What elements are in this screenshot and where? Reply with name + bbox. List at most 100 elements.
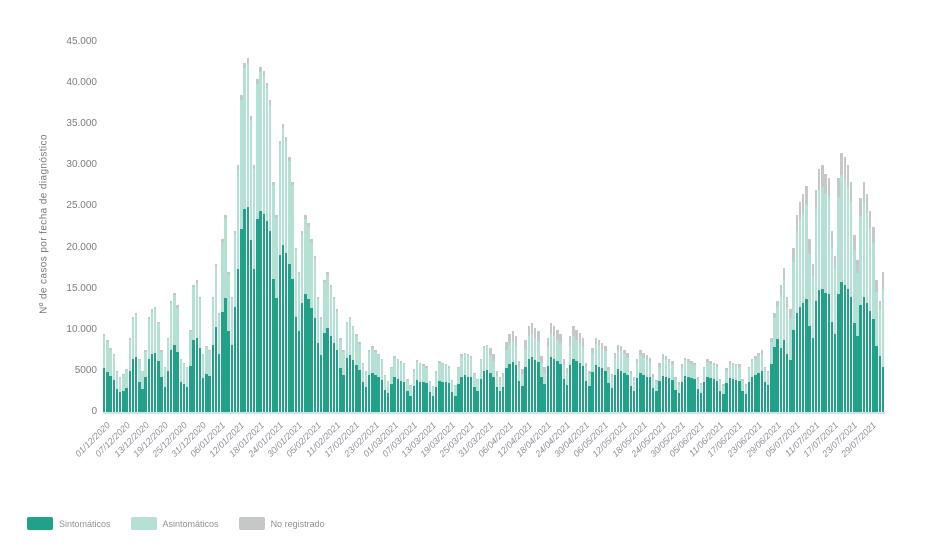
bar-day-85 [374, 350, 377, 412]
bar-day-49 [259, 66, 262, 412]
bar-segment-sintomáticos [683, 375, 687, 412]
bar-segment-sintomáticos [431, 395, 435, 412]
bar-segment-sintomáticos [779, 347, 783, 412]
bar-segment-no-registrado [584, 362, 588, 367]
bar-day-183 [687, 359, 690, 412]
bar-segment-no-registrado [351, 325, 355, 328]
bar-segment-asintomáticos [849, 201, 853, 297]
bar-segment-asintomáticos [367, 351, 371, 375]
bar-day-98 [415, 360, 419, 412]
bar-segment-sintomáticos [268, 231, 272, 412]
bar-segment-no-registrado [208, 350, 211, 352]
bar-segment-no-registrado [383, 375, 387, 376]
bar-segment-no-registrado [715, 364, 719, 367]
bar-day-212 [779, 284, 783, 412]
bar-segment-no-registrado [811, 264, 814, 277]
bar-day-2 [109, 347, 112, 412]
bar-segment-no-registrado [827, 177, 830, 198]
bar-segment-sintomáticos [645, 376, 649, 412]
bar-segment-asintomáticos [543, 372, 546, 385]
bar-day-107 [444, 364, 447, 412]
bar-segment-asintomáticos [840, 175, 843, 283]
bar-segment-no-registrado [492, 354, 495, 362]
bar-segment-asintomáticos [770, 342, 773, 364]
bar-segment-no-registrado [607, 366, 610, 371]
bar-segment-no-registrado [661, 354, 664, 360]
bar-segment-sintomáticos [517, 380, 521, 412]
bar-segment-no-registrado [648, 357, 652, 362]
bar-segment-no-registrado [553, 325, 556, 337]
bar-segment-no-registrado [802, 194, 805, 214]
bar-segment-sintomáticos [160, 377, 163, 412]
bar-day-208 [766, 370, 770, 412]
bar-segment-asintomáticos [399, 362, 403, 381]
bar-segment-asintomáticos [699, 384, 703, 394]
y-tick-35.000: 35.000 [66, 118, 97, 130]
bar-segment-sintomáticos [527, 358, 530, 412]
bar-segment-asintomáticos [521, 374, 524, 386]
bar-segment-no-registrado [699, 383, 703, 385]
bar-segment-sintomáticos [185, 386, 189, 412]
bar-day-26 [185, 366, 189, 412]
bar-segment-asintomáticos [205, 347, 208, 375]
bar-segment-asintomáticos [259, 71, 262, 212]
bar-segment-asintomáticos [553, 336, 556, 359]
bar-segment-sintomáticos [141, 388, 144, 412]
bar-day-90 [390, 366, 393, 412]
bar-segment-asintomáticos [300, 234, 304, 304]
bar-day-131 [521, 369, 524, 412]
bar-segment-asintomáticos [817, 190, 821, 291]
bar-segment-no-registrado [396, 358, 400, 361]
bar-segment-no-registrado [265, 83, 269, 89]
bar-segment-asintomáticos [833, 268, 837, 334]
bar-day-125 [501, 372, 505, 412]
bar-day-120 [486, 344, 489, 412]
bar-day-148 [575, 329, 578, 412]
bar-day-168 [639, 350, 642, 412]
bar-segment-no-registrado [173, 292, 176, 296]
bar-segment-no-registrado [639, 350, 642, 356]
bar-segment-no-registrado [249, 116, 253, 121]
bar-segment-no-registrado [377, 354, 380, 356]
bar-segment-no-registrado [476, 379, 479, 380]
bar-segment-asintomáticos [715, 366, 719, 381]
bar-segment-sintomáticos [374, 375, 377, 412]
bar-segment-asintomáticos [227, 274, 230, 331]
bar-segment-sintomáticos [144, 377, 147, 412]
bar-day-73 [336, 309, 339, 412]
bar-segment-sintomáticos [399, 380, 403, 412]
bar-segment-no-registrado [428, 380, 431, 382]
bar-day-42 [237, 165, 240, 412]
bar-segment-sintomáticos [760, 370, 763, 412]
bar-segment-asintomáticos [559, 342, 562, 364]
bar-segment-sintomáticos [240, 228, 243, 412]
y-tick-25.000: 25.000 [66, 200, 97, 212]
bar-segment-sintomáticos [610, 388, 613, 412]
bar-day-47 [253, 165, 256, 412]
bar-segment-no-registrado [224, 214, 227, 218]
bar-segment-no-registrado [559, 333, 562, 343]
bar-segment-no-registrado [409, 384, 412, 386]
bar-day-159 [610, 374, 613, 412]
bar-segment-sintomáticos [674, 389, 677, 412]
bar-day-94 [403, 362, 406, 412]
bar-segment-no-registrado [103, 333, 106, 336]
bar-segment-no-registrado [323, 280, 326, 283]
bar-segment-no-registrado [157, 321, 160, 324]
bar-segment-sintomáticos [789, 360, 792, 412]
bar-segment-no-registrado [304, 214, 307, 219]
bar-segment-asintomáticos [514, 345, 518, 366]
bar-segment-sintomáticos [265, 221, 269, 412]
bar-day-60 [294, 247, 297, 412]
bar-segment-asintomáticos [374, 351, 377, 375]
bar-day-216 [792, 247, 795, 412]
bar-segment-sintomáticos [770, 363, 773, 412]
bar-segment-sintomáticos [875, 346, 878, 412]
bar-segment-sintomáticos [227, 330, 230, 412]
bar-segment-sintomáticos [205, 374, 208, 412]
bar-segment-no-registrado [307, 222, 310, 227]
bar-segment-no-registrado [316, 296, 320, 300]
bar-segment-sintomáticos [182, 384, 186, 412]
bar-segment-asintomáticos [131, 319, 135, 360]
bar-segment-asintomáticos [565, 373, 569, 385]
